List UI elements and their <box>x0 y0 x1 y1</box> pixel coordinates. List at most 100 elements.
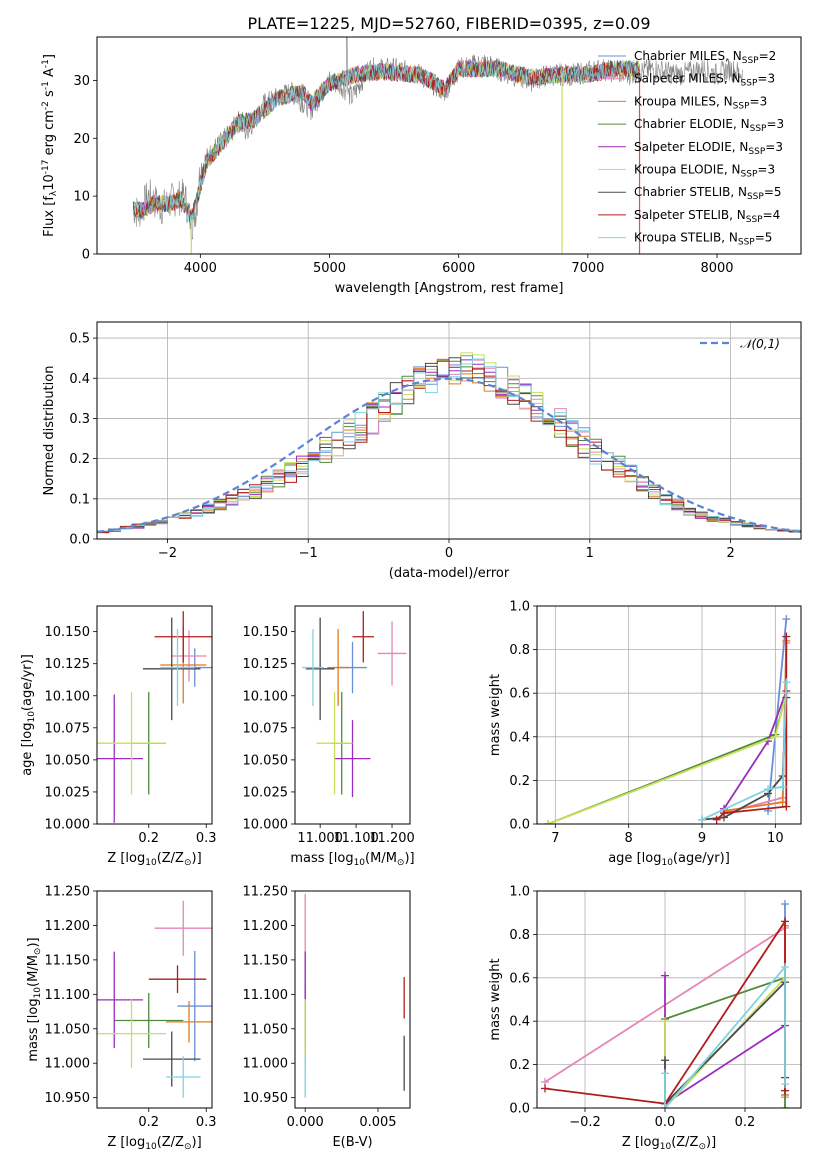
normal-curve <box>97 377 801 534</box>
y-tick-label: 10.150 <box>45 625 91 640</box>
y-tick-label: 0.2 <box>509 774 530 789</box>
mass_vs_EBV-frame <box>294 890 411 1109</box>
weight-line-8 <box>701 682 788 821</box>
x-tick-label: 2 <box>726 546 734 561</box>
age_vs_Z-frame <box>96 605 213 825</box>
legend-label: Salpeter STELIB, NSSP=4 <box>634 208 780 225</box>
y-tick-label: 10.950 <box>45 1091 91 1106</box>
y-tick-label: 11.050 <box>243 1022 289 1037</box>
y-tick-label: 10.000 <box>45 818 91 833</box>
y-tick-label: 0.4 <box>69 372 90 387</box>
weight-line-8 <box>664 964 786 1108</box>
x-axis-label: wavelength [Angstrom, rest frame] <box>335 281 564 296</box>
axes-age_vs_Z: 0.2 0.3 10.000 10.025 10.050 10.075 10.100 10.1… <box>20 625 217 868</box>
y-tick-label: 11.000 <box>45 1057 91 1072</box>
x-tick-label: 0.3 <box>196 831 217 846</box>
mass_vs_Z-frame <box>96 890 213 1109</box>
mass_vs_Z-points <box>97 900 212 1098</box>
legend-label: Kroupa ELODIE, NSSP=3 <box>634 163 775 180</box>
y-tick-label: 10 <box>73 190 90 205</box>
legend-label: Chabrier STELIB, NSSP=5 <box>634 185 782 202</box>
x-tick-label: 10 <box>767 831 784 846</box>
legend-label: 𝒩(0,1) <box>740 337 780 351</box>
massweight_vs_Z-lines <box>541 900 789 1108</box>
x-tick-label: 7 <box>551 831 559 846</box>
y-tick-label: 0.6 <box>509 971 530 986</box>
x-axis-label: Z [log10(Z/Z⊙)] <box>107 1135 201 1152</box>
x-axis-label: (data-model)/error <box>389 566 510 581</box>
y-tick-label: 1.0 <box>509 600 530 615</box>
y-tick-label: 10.125 <box>243 657 289 672</box>
model-spectrum-8 <box>132 59 640 224</box>
age_vs_mass-frame <box>294 605 411 825</box>
y-tick-label: 10.150 <box>243 625 289 640</box>
axes-massweight_vs_Z: −0.2 0.0 0.2 0.0 0.2 0.4 0.6 0.8 1.0 Z [log10(Z/Z… <box>488 885 801 1152</box>
y-tick-label: 10.100 <box>45 689 91 704</box>
legend-label: Chabrier ELODIE, NSSP=3 <box>634 117 784 134</box>
spectrum-frame <box>96 36 802 255</box>
y-tick-label: 11.050 <box>45 1022 91 1037</box>
spectrum-lines <box>132 37 744 254</box>
x-tick-label: 0.005 <box>359 1115 396 1130</box>
y-axis-label: Flux [fλ10-17 erg cm-2 s-1 A-1] <box>41 54 59 237</box>
y-tick-label: 0.4 <box>509 1015 530 1030</box>
x-tick-label: 0.2 <box>138 1115 159 1130</box>
y-axis-label: Normed distribution <box>42 366 57 496</box>
x-tick-label: −0.2 <box>569 1115 601 1130</box>
x-tick-label: 0.000 <box>287 1115 324 1130</box>
massweight_vs_age-frame <box>536 605 802 825</box>
legend-label: Kroupa MILES, NSSP=3 <box>634 94 767 111</box>
x-tick-label: 6000 <box>442 261 475 276</box>
y-tick-label: 30 <box>73 74 90 89</box>
x-tick-label: 4000 <box>184 261 217 276</box>
x-tick-label: 0.2 <box>735 1115 756 1130</box>
y-tick-label: 0.0 <box>509 818 530 833</box>
histogram-frame <box>96 321 802 540</box>
x-tick-label: 0 <box>445 546 453 561</box>
y-tick-label: 0.0 <box>69 533 90 548</box>
legend-label: Salpeter ELODIE, NSSP=3 <box>634 140 783 157</box>
x-axis-label: Z [log10(Z/Z⊙)] <box>622 1135 716 1152</box>
axes-massweight_vs_age: 7 8 9 10 0.0 0.2 0.4 0.6 0.8 1.0 age [log10(age/yr… <box>488 600 801 868</box>
figure-title: PLATE=1225, MJD=52760, FIBERID=0395, z=0… <box>247 14 650 33</box>
y-tick-label: 10.075 <box>45 721 91 736</box>
legend-label: Kroupa STELIB, NSSP=5 <box>634 231 772 248</box>
y-tick-label: 11.000 <box>243 1057 289 1072</box>
x-tick-label: 0.2 <box>138 831 159 846</box>
y-tick-label: 11.250 <box>243 885 289 900</box>
y-tick-label: 0.3 <box>69 412 90 427</box>
y-tick-label: 0.1 <box>69 492 90 507</box>
y-tick-label: 0.4 <box>509 730 530 745</box>
x-tick-label: −1 <box>299 546 318 561</box>
x-tick-label: 11.200 <box>369 831 415 846</box>
y-axis-label: mass weight <box>488 674 503 756</box>
x-tick-label: −2 <box>158 546 177 561</box>
y-tick-label: 11.250 <box>45 885 91 900</box>
x-tick-label: 9 <box>698 831 706 846</box>
y-tick-label: 0.2 <box>509 1058 530 1073</box>
spectrum-legend: Chabrier MILES, NSSP=2 Salpeter MILES, NS… <box>598 49 784 248</box>
y-tick-label: 10.025 <box>243 785 289 800</box>
y-axis-label: age [log10(age/yr)] <box>20 654 37 776</box>
histogram-8 <box>97 358 801 532</box>
x-axis-label: age [log10(age/yr)] <box>608 851 730 868</box>
x-tick-label: 11.100 <box>333 831 379 846</box>
legend-label: Chabrier MILES, NSSP=2 <box>634 49 776 66</box>
histogram-steps <box>97 352 801 534</box>
y-tick-label: 10.050 <box>243 753 289 768</box>
y-tick-label: 10.075 <box>243 721 289 736</box>
y-tick-label: 11.150 <box>45 953 91 968</box>
y-tick-label: 0.8 <box>509 928 530 943</box>
mass_vs_EBV-points <box>304 893 405 1098</box>
y-tick-label: 10.125 <box>45 657 91 672</box>
x-axis-label: E(B-V) <box>332 1135 372 1150</box>
y-tick-label: 0 <box>82 248 90 263</box>
x-tick-label: 0.0 <box>655 1115 676 1130</box>
x-tick-label: 7000 <box>571 261 604 276</box>
y-tick-label: 0.6 <box>509 687 530 702</box>
legend-label: Salpeter MILES, NSSP=3 <box>634 72 775 89</box>
y-tick-label: 11.100 <box>243 988 289 1003</box>
y-tick-label: 10.000 <box>243 818 289 833</box>
